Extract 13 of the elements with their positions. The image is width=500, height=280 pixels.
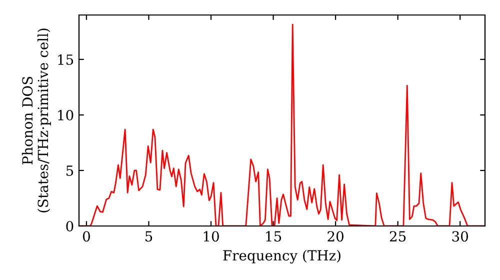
- x-tick-label: 30: [452, 231, 468, 242]
- x-tick-label: 25: [390, 231, 406, 242]
- y-tick-label: 0: [66, 220, 74, 232]
- x-tick-label: 0: [82, 231, 90, 242]
- y-tick-label: 10: [58, 110, 74, 120]
- y-axis-title: Phonon DOS (States/THz·primitive cell): [22, 28, 51, 212]
- y-tick-label: 15: [58, 54, 74, 65]
- x-tick-label: 15: [266, 231, 282, 242]
- x-tick-label: 10: [204, 231, 219, 242]
- y-tick-label: 5: [66, 166, 74, 176]
- x-tick-label: 5: [146, 231, 152, 242]
- x-tick-label: 20: [328, 231, 344, 242]
- x-axis-title: Frequency (THz): [223, 250, 340, 264]
